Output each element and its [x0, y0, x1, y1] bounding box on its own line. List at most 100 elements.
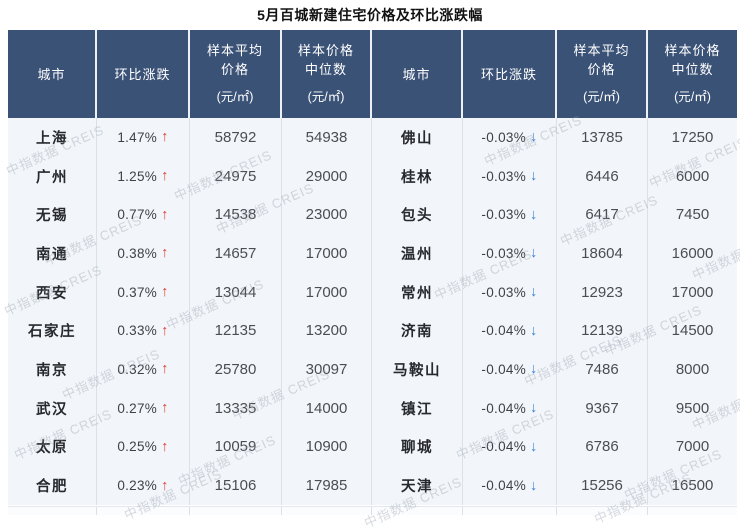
- avg-price-cell: 18604: [557, 234, 648, 273]
- median-price-cell: 6000: [675, 167, 710, 185]
- down-arrow-icon: ↓: [530, 400, 538, 417]
- table-body: 上海 1.47% ↑ 58792 54938 佛山 -0.03% ↓ 13785 17250 广州 1…: [8, 118, 737, 505]
- median-price-cell: 29000: [282, 156, 372, 196]
- down-arrow-icon: ↓: [530, 322, 538, 339]
- change-value: 0.27%: [117, 400, 158, 416]
- median-price-cell: 17250: [671, 128, 714, 146]
- change-cell: -0.03% ↓: [463, 118, 557, 157]
- avg-price-cell: 12139: [557, 311, 648, 351]
- up-arrow-icon: ↑: [161, 400, 169, 417]
- change-value: 0.37%: [117, 284, 158, 300]
- down-arrow-icon: ↓: [530, 129, 538, 146]
- change-cell: -0.04% ↓: [463, 466, 557, 505]
- avg-price-cell: 10059: [190, 427, 282, 467]
- avg-price-cell: 6786: [557, 427, 648, 467]
- city-cell: 常州: [372, 272, 463, 312]
- city-cell: 石家庄: [8, 311, 97, 351]
- change-value: -0.04%: [481, 323, 526, 339]
- up-arrow-icon: ↑: [161, 245, 169, 262]
- median-price-cell: 7450: [675, 206, 710, 224]
- down-arrow-icon: ↓: [530, 284, 538, 301]
- avg-price-cell: 7486: [557, 350, 648, 389]
- up-arrow-icon: ↑: [161, 477, 169, 494]
- change-value: -0.03%: [481, 207, 526, 223]
- median-price-cell: 7000: [675, 438, 710, 456]
- avg-price-cell: 25780: [190, 350, 282, 389]
- stub-cell: [190, 506, 282, 515]
- avg-price-cell: 14538: [190, 195, 282, 235]
- city-cell: 无锡: [8, 195, 97, 235]
- change-value: -0.03%: [481, 129, 526, 145]
- header-cell-change-left: 环比涨跌: [97, 30, 190, 118]
- change-value: -0.04%: [481, 361, 526, 377]
- avg-price-cell: 14657: [190, 234, 282, 273]
- up-arrow-icon: ↑: [161, 284, 169, 301]
- stub-cell: [557, 506, 648, 515]
- table-header-row: 城市 环比涨跌 样本平均 价格 (元/㎡) 样本价格 中位数 (元/㎡) 城市 …: [8, 30, 737, 118]
- change-cell: 0.38% ↑: [97, 234, 190, 273]
- change-cell: -0.03% ↓: [463, 272, 557, 312]
- up-arrow-icon: ↑: [161, 206, 169, 223]
- stub-cell: [8, 506, 97, 515]
- median-price-cell: 13200: [282, 311, 372, 351]
- city-cell: 天津: [372, 466, 463, 505]
- avg-price-cell: 58792: [190, 118, 282, 157]
- stub-cell: [282, 506, 372, 515]
- down-arrow-icon: ↓: [530, 245, 538, 262]
- city-cell: 桂林: [372, 156, 463, 196]
- median-price-cell: 23000: [282, 195, 372, 235]
- avg-price-cell: 12135: [190, 311, 282, 351]
- city-cell: 太原: [8, 427, 97, 467]
- median-price-cell: 14000: [282, 388, 372, 428]
- table-next-row-stub: [8, 505, 737, 515]
- city-cell: 广州: [8, 156, 97, 196]
- city-cell: 佛山: [372, 118, 463, 157]
- city-cell: 温州: [372, 234, 463, 273]
- change-cell: -0.04% ↓: [463, 311, 557, 351]
- change-cell: -0.04% ↓: [463, 427, 557, 467]
- change-value: 1.47%: [117, 129, 158, 145]
- change-cell: -0.04% ↓: [463, 350, 557, 389]
- median-price-cell: 9500: [675, 399, 710, 417]
- change-value: 0.32%: [117, 361, 158, 377]
- down-arrow-icon: ↓: [530, 438, 538, 455]
- avg-price-cell: 13785: [557, 118, 648, 157]
- city-cell: 南通: [8, 234, 97, 273]
- median-price-cell: 54938: [282, 118, 372, 157]
- change-cell: 1.25% ↑: [97, 156, 190, 196]
- avg-price-cell: 12923: [557, 272, 648, 312]
- change-cell: 0.27% ↑: [97, 388, 190, 428]
- up-arrow-icon: ↑: [161, 168, 169, 185]
- header-cell-median-price-right: 样本价格 中位数 (元/㎡): [648, 30, 737, 118]
- stub-cell: [372, 506, 463, 515]
- median-price-cell: 16500: [671, 477, 714, 495]
- city-cell: 合肥: [8, 466, 97, 505]
- avg-price-cell: 13335: [190, 388, 282, 428]
- up-arrow-icon: ↑: [161, 129, 169, 146]
- change-value: 0.25%: [117, 439, 158, 455]
- change-value: 0.38%: [117, 245, 158, 261]
- change-value: -0.04%: [481, 400, 526, 416]
- median-price-cell: 14500: [671, 322, 714, 340]
- city-cell: 上海: [8, 118, 97, 157]
- change-value: -0.03%: [481, 245, 526, 261]
- stub-cell: [463, 506, 557, 515]
- avg-price-cell: 13044: [190, 272, 282, 312]
- change-cell: 0.37% ↑: [97, 272, 190, 312]
- header-cell-change-right: 环比涨跌: [463, 30, 557, 118]
- change-value: 0.77%: [117, 207, 158, 223]
- unit-label: (元/㎡): [307, 90, 345, 104]
- city-cell: 镇江: [372, 388, 463, 428]
- median-price-cell: 17000: [282, 272, 372, 312]
- up-arrow-icon: ↑: [161, 361, 169, 378]
- header-cell-median-price-left: 样本价格 中位数 (元/㎡): [282, 30, 372, 118]
- city-cell: 包头: [372, 195, 463, 235]
- down-arrow-icon: ↓: [530, 168, 538, 185]
- down-arrow-icon: ↓: [530, 361, 538, 378]
- median-price-cell: 16000: [671, 244, 714, 262]
- change-value: -0.03%: [481, 168, 526, 184]
- median-price-cell: 17000: [282, 234, 372, 273]
- change-value: -0.03%: [481, 284, 526, 300]
- header-cell-city-left: 城市: [8, 30, 97, 118]
- page-title: 5月百城新建住宅价格及环比涨跌幅: [257, 7, 483, 23]
